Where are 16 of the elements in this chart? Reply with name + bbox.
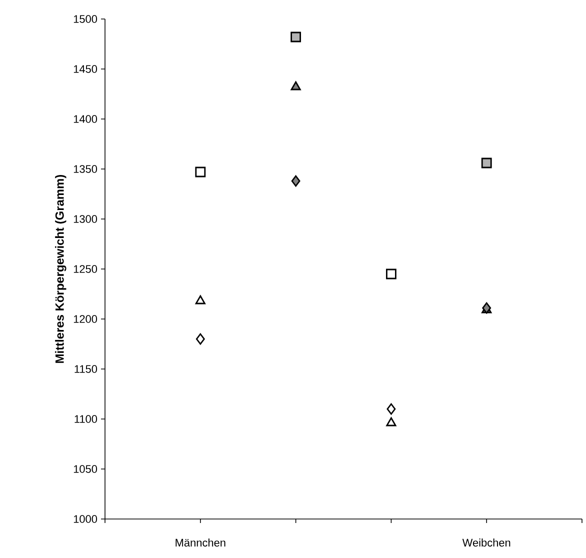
y-tick-label: 1200 bbox=[74, 315, 98, 323]
y-tick-label: 1150 bbox=[74, 365, 98, 373]
y-tick-label: 1350 bbox=[74, 165, 98, 173]
y-tick-label: 1300 bbox=[74, 215, 98, 223]
y-axis-title: Mittleres Körpergewicht (Gramm) bbox=[55, 174, 66, 363]
y-tick-label: 1250 bbox=[74, 265, 98, 273]
y-tick-label: 1100 bbox=[74, 415, 98, 423]
y-tick-label: 1500 bbox=[74, 15, 98, 23]
point bbox=[481, 158, 492, 168]
y-tick-label: 1400 bbox=[74, 115, 98, 123]
y-tick-label: 1050 bbox=[74, 465, 98, 473]
x-tick-label: Männchen bbox=[176, 538, 226, 547]
y-tick-label: 1000 bbox=[74, 515, 98, 523]
point bbox=[290, 32, 301, 42]
x-tick-label: Weibchen bbox=[462, 538, 510, 547]
y-tick-label: 1450 bbox=[74, 65, 98, 73]
